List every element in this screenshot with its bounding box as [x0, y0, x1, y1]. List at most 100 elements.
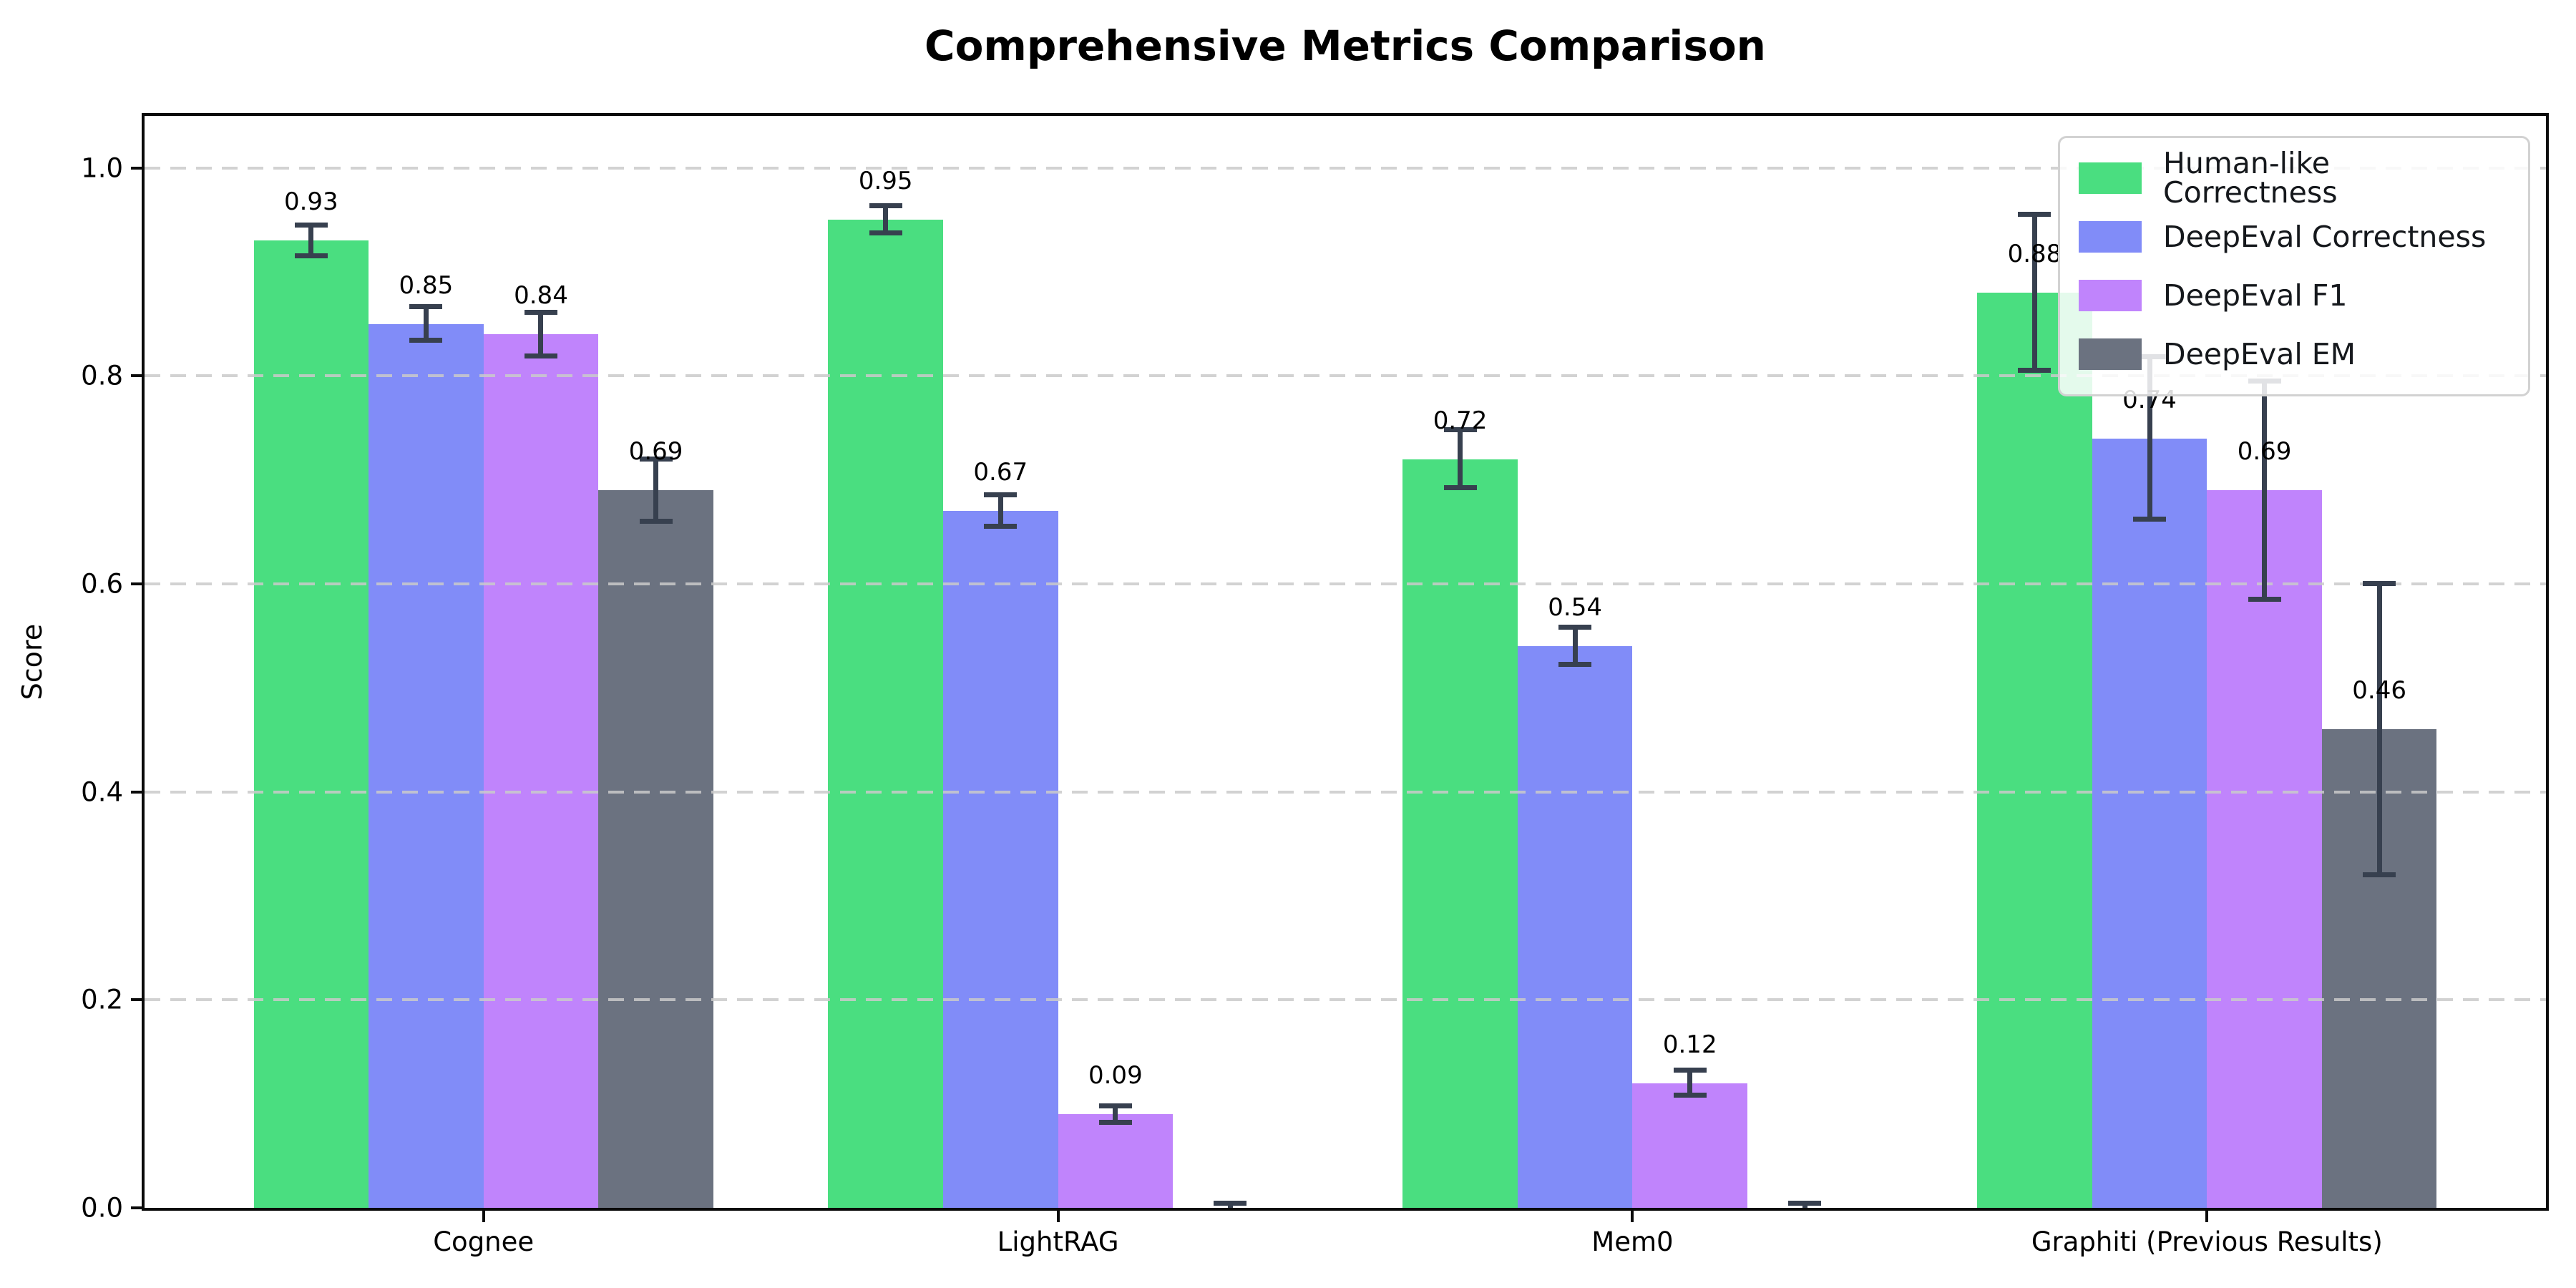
bar	[253, 240, 369, 1208]
legend-swatch	[2079, 162, 2142, 194]
bar-value-label: 0.95	[858, 167, 913, 196]
legend-item: DeepEval EM	[2079, 328, 2509, 380]
bar-value-label: 0.12	[1662, 1030, 1717, 1059]
legend-item: Human-like Correctness	[2079, 149, 2509, 208]
error-bar-cap-bottom	[639, 518, 673, 524]
bar-value-label: 0.67	[973, 458, 1028, 487]
y-axis-label: Score	[16, 623, 49, 701]
bar	[828, 220, 943, 1208]
bar-value-label: 0.72	[1433, 406, 1488, 435]
legend-swatch	[2079, 221, 2142, 253]
error-bar-cap-bottom	[2018, 368, 2051, 374]
error-bar-line	[2031, 215, 2037, 371]
y-tick-label: 0.8	[81, 360, 123, 391]
gridline	[145, 582, 2546, 585]
bar	[1402, 459, 1518, 1208]
legend-item: DeepEval F1	[2079, 270, 2509, 321]
legend-label: DeepEval EM	[2163, 336, 2356, 371]
legend-item: DeepEval Correctness	[2079, 211, 2509, 263]
bar-value-label: 0.88	[2007, 240, 2062, 269]
x-tick-mark	[482, 1211, 485, 1222]
error-bar-line	[423, 307, 429, 341]
error-bar-cap-top	[1214, 1201, 1247, 1206]
error-bar-cap-bottom	[1558, 662, 1592, 668]
error-bar-cap-bottom	[1673, 1093, 1707, 1098]
bar	[598, 490, 713, 1208]
x-tick-mark	[2205, 1211, 2209, 1222]
gridline	[145, 998, 2546, 1002]
error-bar-line	[997, 495, 1003, 527]
error-bar-cap-bottom	[294, 253, 328, 259]
bar-value-label: 0.54	[1548, 593, 1602, 623]
bar-value-label: 0.69	[628, 437, 683, 467]
x-tick-mark	[1631, 1211, 1634, 1222]
legend-swatch	[2079, 338, 2142, 370]
error-bar-cap-top	[524, 309, 557, 315]
error-bar-cap-top	[1673, 1068, 1707, 1073]
y-tick-mark	[131, 374, 142, 378]
bar	[1058, 1114, 1174, 1208]
error-bar-cap-bottom	[2248, 596, 2281, 602]
legend-swatch	[2079, 280, 2142, 311]
error-bar-cap-bottom	[984, 524, 1018, 530]
bar	[1977, 293, 2092, 1208]
bar	[2092, 438, 2207, 1208]
error-bar-cap-top	[639, 456, 673, 462]
legend-label: DeepEval F1	[2163, 278, 2348, 313]
bar	[483, 334, 599, 1208]
y-tick-mark	[131, 790, 142, 794]
bar	[1517, 646, 1633, 1208]
legend-label: Human-like Correctness	[2163, 146, 2338, 210]
y-tick-label: 0.4	[81, 776, 123, 808]
error-bar-cap-top	[2363, 581, 2396, 586]
error-bar-line	[1572, 628, 1578, 665]
x-tick-mark	[1056, 1211, 1060, 1222]
error-bar-cap-top	[1558, 625, 1592, 630]
bar-value-label: 0.69	[2237, 437, 2292, 467]
error-bar-line	[1458, 429, 1463, 489]
error-bar-line	[2376, 584, 2382, 875]
error-bar-cap-bottom	[2363, 872, 2396, 877]
error-bar-line	[1687, 1070, 1693, 1096]
y-tick-mark	[131, 166, 142, 170]
error-bar-line	[653, 459, 659, 522]
bar-value-label: 0.46	[2352, 676, 2407, 706]
error-bar-cap-bottom	[524, 353, 557, 358]
x-tick-label: Cognee	[433, 1226, 535, 1257]
y-tick-mark	[131, 1206, 142, 1209]
error-bar-cap-top	[1443, 426, 1477, 432]
error-bar-cap-top	[294, 222, 328, 228]
x-tick-label: Graphiti (Previous Results)	[2031, 1226, 2383, 1257]
gridline	[145, 166, 2546, 170]
error-bar-line	[2262, 381, 2268, 600]
error-bar-cap-top	[1098, 1103, 1132, 1108]
legend: Human-like Correctness DeepEval Correctne…	[2058, 136, 2530, 396]
error-bar-cap-top	[1788, 1201, 1822, 1206]
x-tick-label: Mem0	[1591, 1226, 1674, 1257]
error-bar-line	[538, 312, 544, 356]
legend-label: DeepEval Correctness	[2163, 219, 2487, 254]
bar	[942, 511, 1058, 1208]
error-bar-cap-bottom	[869, 230, 902, 236]
error-bar-cap-bottom	[409, 337, 443, 343]
y-tick-label: 0.6	[81, 568, 123, 600]
error-bar-cap-top	[984, 492, 1018, 498]
gridline	[145, 790, 2546, 794]
chart-title: Comprehensive Metrics Comparison	[924, 21, 1766, 70]
bar-value-label: 0.09	[1088, 1061, 1143, 1091]
bar-value-label: 0.85	[399, 270, 454, 300]
bar	[2207, 490, 2322, 1208]
error-bar-line	[883, 206, 889, 234]
y-tick-mark	[131, 582, 142, 585]
error-bar-cap-bottom	[1098, 1119, 1132, 1125]
bar	[1632, 1083, 1747, 1208]
error-bar-cap-bottom	[1443, 485, 1477, 491]
bar	[369, 323, 484, 1208]
error-bar-cap-top	[2018, 212, 2051, 218]
error-bar-line	[1113, 1106, 1118, 1123]
bar-value-label: 0.93	[283, 187, 338, 217]
y-tick-label: 1.0	[81, 152, 123, 184]
error-bar-cap-top	[409, 304, 443, 310]
plot-area: 0.93 0.85 0.84 0.69 0.95 0.67 0.09 0.72 0.54 0.12…	[142, 113, 2549, 1211]
